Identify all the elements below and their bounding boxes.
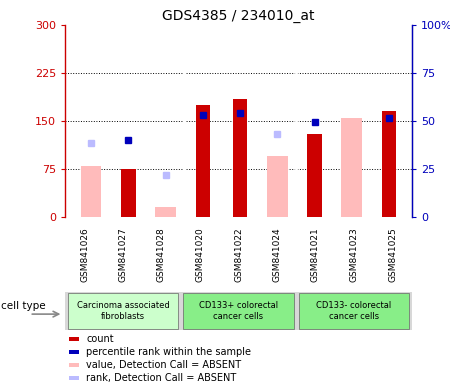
Text: GSM841024: GSM841024 — [273, 227, 282, 282]
Bar — [69, 363, 79, 367]
Bar — [183, 293, 294, 329]
Text: cell type: cell type — [1, 301, 46, 311]
Title: GDS4385 / 234010_at: GDS4385 / 234010_at — [162, 8, 315, 23]
Bar — [122, 169, 135, 217]
Bar — [68, 293, 179, 329]
Bar — [298, 293, 410, 329]
Text: GSM841027: GSM841027 — [118, 227, 127, 282]
Bar — [382, 111, 396, 217]
Text: GSM841026: GSM841026 — [80, 227, 89, 282]
Bar — [307, 134, 322, 217]
Text: CD133- colorectal
cancer cells: CD133- colorectal cancer cells — [316, 301, 392, 321]
Text: GSM841020: GSM841020 — [195, 227, 204, 282]
Text: count: count — [86, 334, 114, 344]
Bar — [267, 156, 288, 217]
Text: GSM841028: GSM841028 — [157, 227, 166, 282]
Text: rank, Detection Call = ABSENT: rank, Detection Call = ABSENT — [86, 373, 236, 383]
Text: GSM841021: GSM841021 — [311, 227, 320, 282]
Bar — [233, 99, 247, 217]
Bar — [69, 376, 79, 381]
Bar — [196, 105, 210, 217]
Text: GSM841022: GSM841022 — [234, 227, 243, 282]
Bar — [342, 118, 362, 217]
Text: value, Detection Call = ABSENT: value, Detection Call = ABSENT — [86, 360, 241, 370]
Bar — [155, 207, 176, 217]
Text: GSM841023: GSM841023 — [350, 227, 359, 282]
Text: GSM841025: GSM841025 — [388, 227, 397, 282]
Text: CD133+ colorectal
cancer cells: CD133+ colorectal cancer cells — [199, 301, 278, 321]
Bar — [69, 337, 79, 341]
Bar — [81, 166, 101, 217]
Text: percentile rank within the sample: percentile rank within the sample — [86, 347, 251, 357]
Text: Carcinoma associated
fibroblasts: Carcinoma associated fibroblasts — [76, 301, 169, 321]
Bar — [69, 350, 79, 354]
